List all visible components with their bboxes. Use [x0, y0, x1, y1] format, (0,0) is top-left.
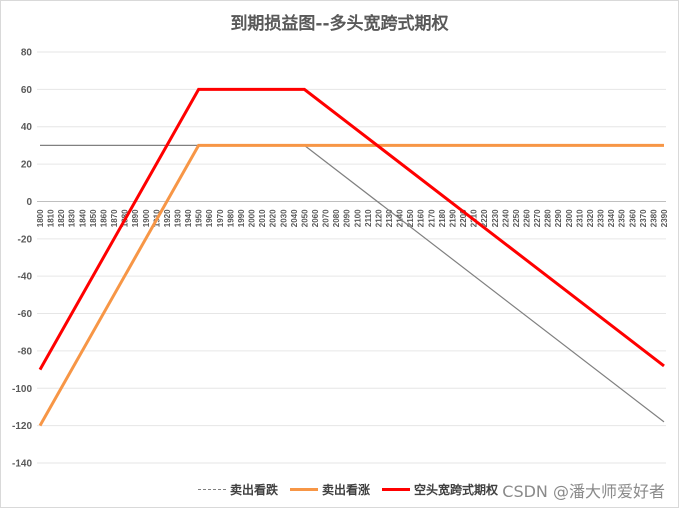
x-tick-label: 2220 [480, 209, 489, 227]
legend-swatch-put [198, 488, 226, 490]
x-tick-label: 2030 [279, 209, 288, 227]
y-tick-label: 40 [21, 122, 33, 133]
x-tick-label: 2120 [374, 209, 383, 227]
x-tick-label: 2180 [438, 209, 447, 227]
x-tick-label: 1830 [68, 209, 77, 227]
x-tick-label: 2230 [491, 209, 500, 227]
x-tick-label: 2290 [554, 209, 563, 227]
x-tick-label: 2000 [248, 209, 257, 227]
x-tick-label: 1940 [184, 209, 193, 227]
x-tick-label: 2380 [649, 209, 658, 227]
series-line-sell-put [40, 144, 665, 423]
x-tick-label: 2250 [512, 209, 521, 227]
x-tick-label: 2240 [501, 209, 510, 227]
legend-swatch-strangle [382, 487, 411, 491]
x-tick-label: 1990 [237, 209, 246, 227]
x-tick-label: 2170 [427, 209, 436, 227]
x-tick-label: 2370 [639, 209, 648, 227]
x-tick-label: 2020 [269, 209, 278, 227]
chart-title: 到期损益图--多头宽跨式期权 [230, 14, 449, 34]
x-tick-label: 2140 [396, 209, 405, 227]
x-tick-label: 1970 [216, 209, 225, 227]
x-tick-label: 2330 [597, 209, 606, 227]
x-tick-label: 2190 [448, 209, 457, 227]
series-line-sell-call [38, 143, 664, 427]
x-tick-label: 1920 [163, 209, 172, 227]
x-tick-label: 1950 [195, 209, 204, 227]
x-tick-label: 2040 [290, 209, 299, 227]
x-tick-label: 2200 [459, 209, 468, 227]
x-tick-label: 2300 [565, 209, 574, 227]
x-tick-label: 2070 [322, 209, 331, 227]
x-tick-label: 1810 [47, 209, 56, 227]
x-tick-label: 1870 [110, 209, 119, 227]
y-tick-label: -100 [12, 384, 32, 395]
x-tick-label: 1900 [142, 209, 151, 227]
x-tick-label: 2320 [586, 209, 595, 227]
y-tick-label: 80 [21, 48, 33, 59]
y-tick-label: -80 [18, 346, 33, 357]
y-tick-label: 20 [21, 160, 33, 171]
y-tick-label: -40 [18, 272, 33, 283]
legend-item-strangle: 空头宽跨式期权 [382, 481, 498, 498]
x-tick-label: 2160 [417, 209, 426, 227]
legend-label-put: 卖出看跌 [230, 482, 279, 497]
x-tick-label: 1820 [57, 209, 66, 227]
legend: 卖出看跌 卖出看涨 空头宽跨式期权 [198, 480, 510, 498]
x-tick-label: 2130 [385, 209, 394, 227]
x-tick-label: 1980 [226, 209, 235, 227]
x-tick-label: 2090 [343, 209, 352, 227]
x-tick-label: 2150 [406, 209, 415, 227]
y-tick-label: -120 [12, 421, 32, 432]
series-line-short-strangle [38, 87, 665, 371]
x-tick-label: 2050 [300, 209, 309, 227]
y-tick-label: 0 [26, 197, 32, 208]
watermark: CSDN @潘大师爱好者 [502, 482, 665, 501]
legend-swatch-call [290, 487, 319, 491]
legend-item-call: 卖出看涨 [290, 481, 370, 498]
x-tick-label: 2390 [660, 209, 669, 227]
x-tick-label: 1850 [89, 209, 98, 227]
x-tick-label: 1930 [173, 209, 182, 227]
x-tick-label: 2100 [353, 209, 362, 227]
x-tick-label: 2310 [575, 209, 584, 227]
x-tick-label: 2060 [311, 209, 320, 227]
x-tick-label: 1860 [99, 209, 108, 227]
x-tick-label: 2110 [364, 209, 373, 227]
y-tick-label: -140 [12, 459, 32, 470]
legend-label-call: 卖出看涨 [322, 482, 371, 497]
y-tick-label: -60 [18, 309, 33, 320]
x-tick-label: 1890 [131, 209, 140, 227]
x-tick-label: 2340 [607, 209, 616, 227]
x-tick-label: 2350 [618, 209, 627, 227]
x-tick-label: 1800 [36, 209, 45, 227]
x-tick-label: 2260 [523, 209, 532, 227]
x-tick-label: 1960 [205, 209, 214, 227]
y-tick-label: 60 [21, 85, 33, 96]
y-tick-label: -20 [18, 234, 33, 245]
x-tick-label: 2360 [628, 209, 637, 227]
x-tick-label: 2010 [258, 209, 267, 227]
legend-label-strangle: 空头宽跨式期权 [414, 482, 499, 497]
x-tick-label: 2280 [544, 209, 553, 227]
x-tick-label: 2270 [533, 209, 542, 227]
legend-item-put: 卖出看跌 [198, 481, 278, 498]
x-tick-label: 2080 [332, 209, 341, 227]
x-tick-label: 1840 [78, 209, 87, 227]
